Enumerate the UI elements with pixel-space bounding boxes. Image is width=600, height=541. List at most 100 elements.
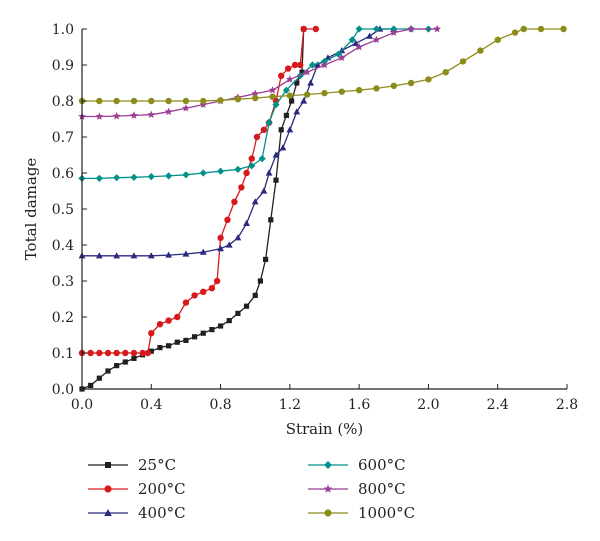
legend-marker — [104, 509, 112, 516]
data-point — [182, 97, 190, 105]
data-point — [139, 349, 146, 357]
y-tick-label: 0.3 — [52, 274, 74, 290]
data-point — [277, 72, 285, 80]
y-tick-label: 1.0 — [52, 22, 74, 38]
data-point — [130, 173, 138, 181]
data-point — [251, 89, 260, 98]
data-point — [217, 323, 224, 329]
data-point — [234, 165, 242, 173]
data-point — [265, 169, 273, 176]
data-point — [164, 107, 173, 116]
legend-marker — [324, 509, 332, 517]
data-point — [291, 61, 299, 69]
data-point — [352, 39, 360, 46]
x-axis-label: Strain (%) — [286, 420, 364, 438]
x-tick-label: 2.8 — [556, 397, 578, 413]
data-point — [338, 88, 346, 95]
data-point — [113, 349, 120, 357]
data-point — [130, 252, 138, 259]
data-point — [105, 368, 111, 374]
data-point — [95, 252, 103, 259]
x-tick-label: 1.6 — [348, 397, 370, 413]
data-point — [156, 321, 164, 328]
data-point — [95, 174, 103, 182]
data-point — [285, 75, 294, 83]
data-point — [131, 355, 137, 361]
y-tick-label: 0.2 — [52, 310, 74, 326]
legend-item: 1000°C — [308, 504, 415, 522]
data-point — [165, 251, 173, 258]
data-point — [88, 382, 94, 388]
y-tick-label: 0.1 — [52, 346, 74, 362]
legend-item: 200°C — [88, 480, 186, 498]
data-point — [268, 217, 274, 223]
data-point — [303, 68, 312, 76]
data-point — [216, 167, 225, 175]
data-point — [96, 375, 102, 381]
data-point — [165, 317, 172, 324]
data-point — [243, 169, 250, 177]
series-line — [82, 28, 316, 354]
data-point — [96, 349, 103, 357]
data-point — [148, 330, 155, 337]
data-point — [433, 24, 441, 33]
data-point — [537, 25, 545, 33]
y-tick-label: 0.8 — [52, 94, 74, 110]
data-point — [148, 97, 155, 105]
data-point — [268, 86, 277, 94]
data-point — [191, 334, 198, 340]
data-point — [494, 36, 501, 43]
legend-marker — [104, 485, 112, 493]
data-point — [112, 112, 121, 120]
data-point — [263, 256, 269, 262]
data-point — [182, 104, 190, 112]
data-point — [273, 177, 279, 183]
data-point — [144, 349, 152, 357]
data-point — [104, 349, 112, 357]
series-4 — [78, 24, 441, 120]
data-point — [372, 25, 381, 33]
data-point — [407, 24, 416, 33]
data-point — [87, 349, 94, 357]
data-point — [366, 32, 373, 39]
data-point — [157, 345, 163, 351]
legend-label: 800°C — [358, 480, 406, 498]
legend-label: 600°C — [358, 456, 406, 474]
data-point — [300, 97, 308, 104]
data-point — [147, 173, 155, 181]
data-point — [200, 330, 206, 336]
data-point — [312, 25, 320, 33]
data-point — [390, 82, 397, 90]
series-2 — [78, 25, 398, 259]
data-point — [226, 318, 232, 324]
data-point — [372, 35, 381, 44]
data-point — [265, 119, 273, 127]
legend-marker — [323, 484, 333, 493]
data-point — [321, 89, 328, 97]
data-point — [165, 172, 173, 180]
data-point — [337, 53, 346, 62]
data-point — [459, 58, 467, 65]
x-tick-label: 2.0 — [417, 397, 439, 413]
data-point — [147, 252, 155, 259]
data-point — [217, 245, 224, 252]
data-point — [200, 97, 207, 105]
data-point — [217, 97, 224, 104]
tick-labels: 0.0 0.4 0.8 1.2 1.6 2.0 2.4 2.8 0.0 0.1 0.2 0.3 0.4 0… — [52, 22, 578, 413]
data-point — [389, 28, 398, 36]
y-tick-label: 0.4 — [52, 238, 74, 254]
x-tick-label: 0.0 — [71, 397, 93, 413]
legend: 25°C 200°C 400°C 600°C 800°C 1000°C — [88, 456, 415, 522]
data-point — [260, 187, 268, 194]
y-tick-label: 0.0 — [52, 382, 74, 398]
data-point — [286, 92, 294, 99]
data-point — [251, 198, 259, 205]
data-point — [217, 234, 224, 241]
data-point — [373, 85, 380, 92]
data-point — [224, 216, 231, 223]
data-point — [272, 101, 280, 109]
data-point — [282, 86, 290, 94]
data-point — [130, 97, 138, 105]
legend-item: 600°C — [308, 456, 406, 474]
x-tick-label: 2.4 — [487, 397, 509, 413]
